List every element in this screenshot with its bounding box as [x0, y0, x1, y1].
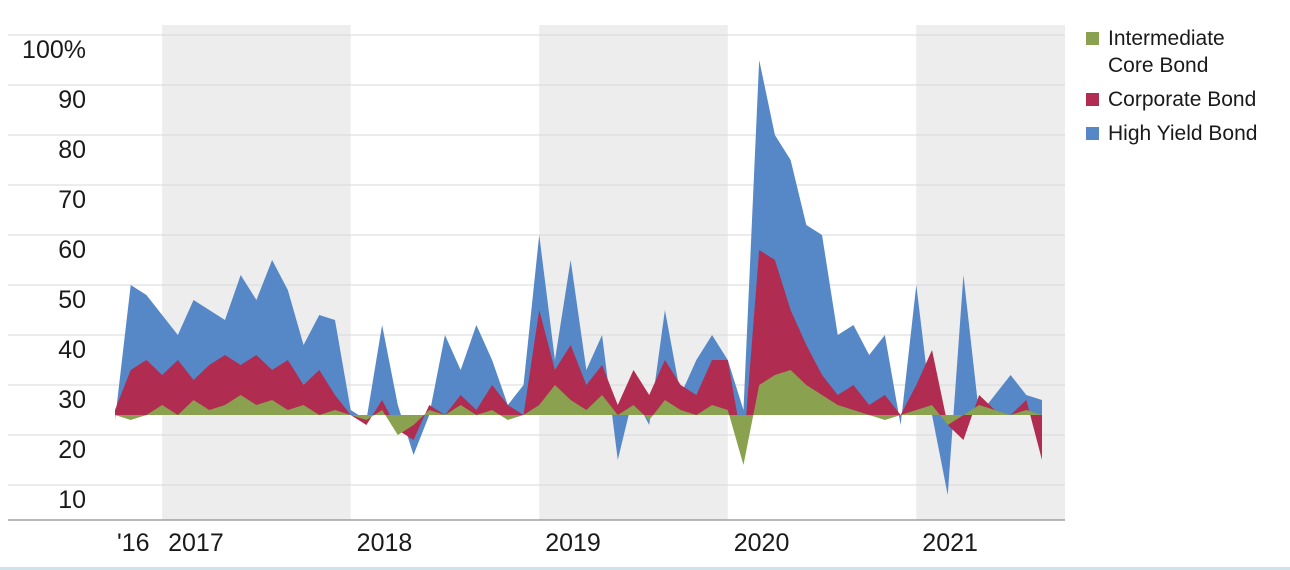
y-tick-label: 10 — [58, 486, 86, 514]
x-tick-label: 2018 — [357, 529, 413, 557]
year-band — [162, 25, 351, 520]
chart-legend: Intermediate Core Bond Corporate Bond Hi… — [1086, 26, 1286, 155]
y-tick-label: 70 — [58, 186, 86, 214]
x-tick-label: 2019 — [545, 529, 601, 557]
legend-label-corporate-bond: Corporate Bond — [1108, 87, 1257, 111]
x-tick-label: '16 — [117, 529, 150, 557]
legend-swatch-blue-icon — [1086, 126, 1099, 140]
y-tick-label: 60 — [58, 236, 86, 264]
x-tick-label: 2020 — [734, 529, 790, 557]
year-band — [539, 25, 728, 520]
legend-swatch-red-icon — [1086, 92, 1099, 106]
area-intermediate-core-bond — [115, 370, 1042, 465]
legend-item-high-yield-bond: High Yield Bond — [1086, 121, 1286, 148]
y-tick-label: 30 — [58, 386, 86, 414]
legend-swatch-green-icon — [1086, 32, 1099, 45]
legend-label-intermediate-core-bond: Intermediate Core Bond — [1108, 27, 1225, 77]
y-tick-label: 20 — [58, 436, 86, 464]
bottom-divider — [0, 567, 1290, 570]
y-tick-label: 90 — [58, 86, 86, 114]
legend-item-corporate-bond: Corporate Bond — [1086, 87, 1286, 114]
y-tick-label: 100% — [22, 36, 86, 64]
legend-label-high-yield-bond: High Yield Bond — [1108, 121, 1258, 145]
y-tick-label: 40 — [58, 336, 86, 364]
legend-item-intermediate-core-bond: Intermediate Core Bond — [1086, 26, 1286, 80]
x-tick-label: 2017 — [168, 529, 224, 557]
y-tick-label: 50 — [58, 286, 86, 314]
y-tick-label: 80 — [58, 136, 86, 164]
x-tick-label: 2021 — [922, 529, 978, 557]
